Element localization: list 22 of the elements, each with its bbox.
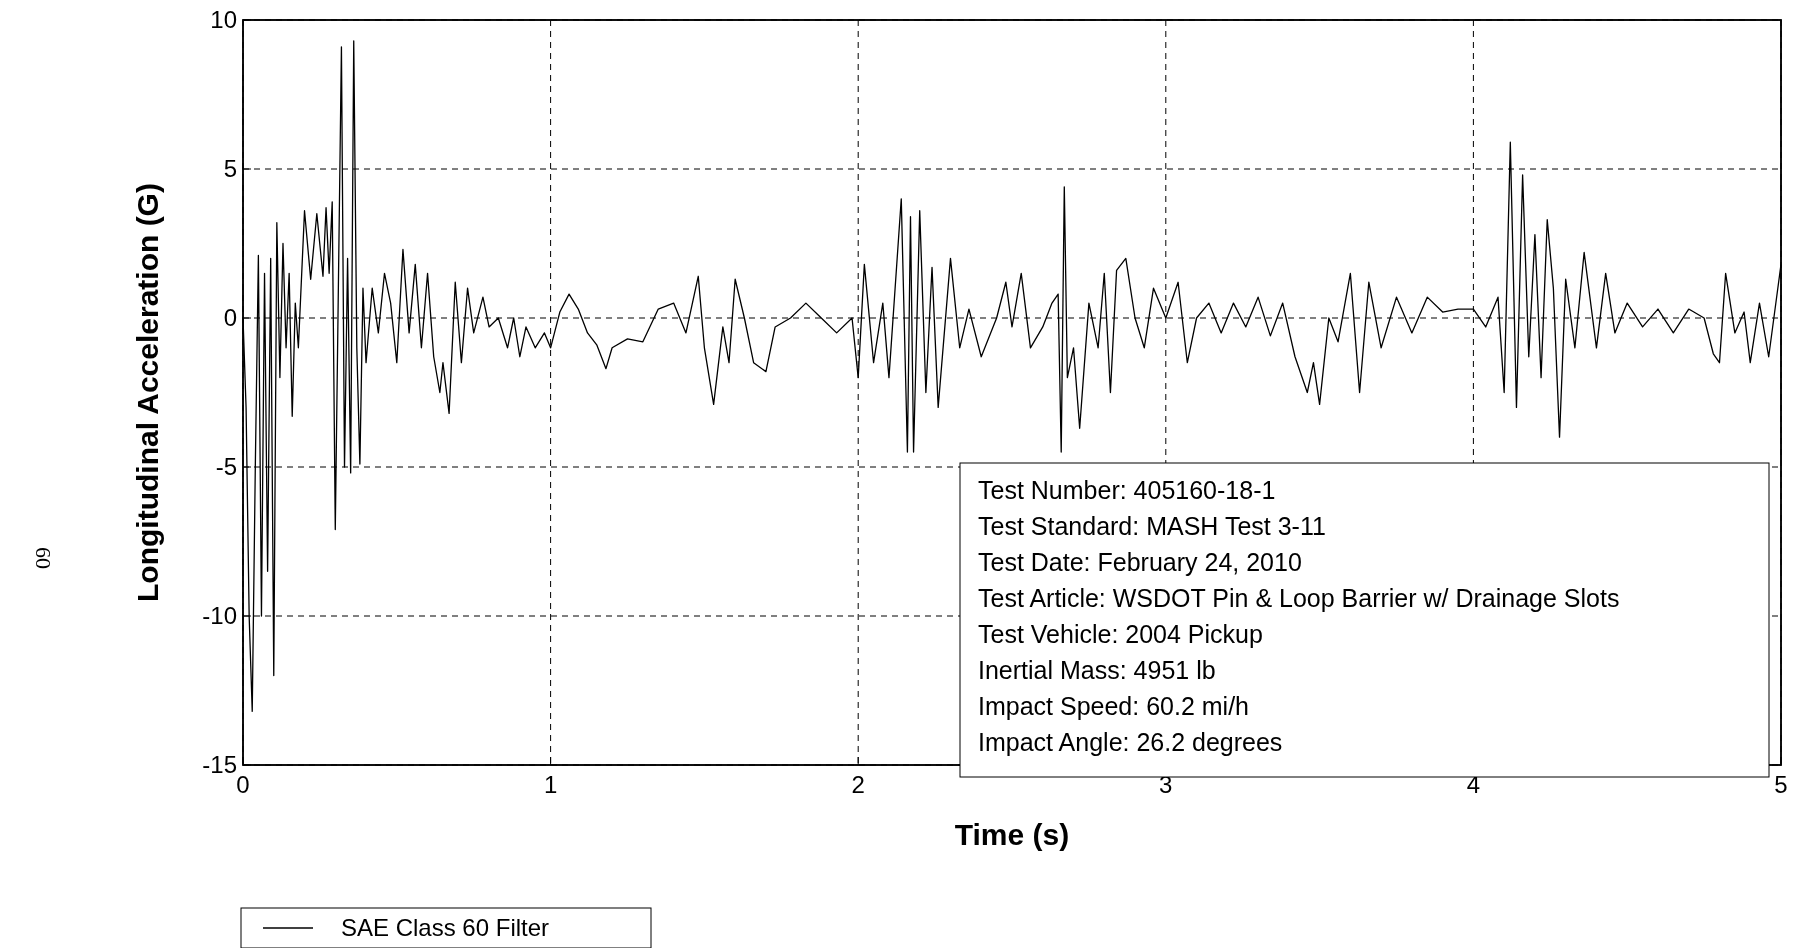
annotation: Impact Angle: 26.2 degrees — [978, 728, 1283, 756]
y-tick-label: 5 — [223, 155, 237, 182]
x-tick-label: 4 — [1466, 771, 1481, 798]
x-tick-label: 5 — [1774, 771, 1788, 798]
annotation: Test Article: WSDOT Pin & Loop Barrier w/ Drainage Slots — [978, 584, 1620, 612]
y-tick-label: -5 — [215, 453, 237, 480]
x-tick-label: 2 — [851, 771, 865, 798]
y-tick-label: 0 — [223, 304, 237, 331]
legend-label: SAE Class 60 Filter — [341, 914, 550, 941]
y-axis-title: Longitudinal Acceleration (G) — [131, 183, 164, 602]
y-tick-label: 10 — [210, 6, 237, 33]
annotation: Test Date: February 24, 2010 — [978, 548, 1302, 576]
annotation: Inertial Mass: 4951 lb — [978, 656, 1216, 684]
x-tick-label: 1 — [543, 771, 558, 798]
annotation: Test Number: 405160-18-1 — [978, 476, 1276, 504]
y-tick-label: -10 — [202, 602, 237, 629]
y-tick-label: -15 — [202, 751, 237, 778]
annotation: Impact Speed: 60.2 mi/h — [978, 692, 1249, 720]
annotation: Test Vehicle: 2004 Pickup — [978, 620, 1263, 648]
annotation: Test Standard: MASH Test 3-11 — [978, 512, 1326, 540]
text: 60 — [31, 547, 56, 569]
x-axis-title: Time (s) — [954, 818, 1070, 851]
